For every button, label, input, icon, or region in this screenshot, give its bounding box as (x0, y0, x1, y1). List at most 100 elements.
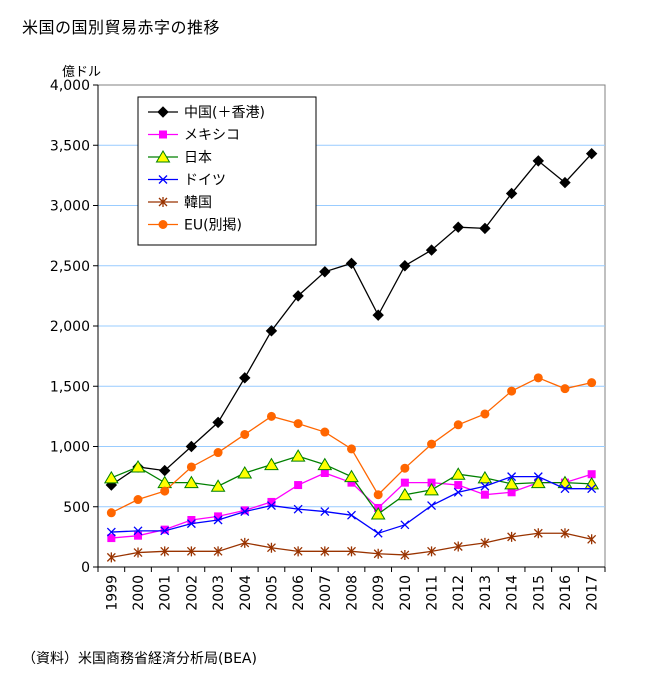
data-point (400, 463, 410, 473)
data-point (399, 260, 411, 272)
data-point (240, 507, 250, 517)
data-point (293, 504, 303, 514)
data-point (533, 528, 543, 539)
data-point (266, 501, 276, 511)
legend-label: ドイツ (184, 173, 226, 189)
series-5 (106, 373, 597, 518)
data-point (133, 526, 143, 536)
legend-marker (159, 130, 167, 139)
data-point (345, 257, 358, 270)
data-point (480, 481, 490, 491)
data-point (507, 472, 517, 482)
legend-label: 中国(＋香港) (184, 105, 265, 121)
data-point (453, 487, 463, 497)
series-3 (106, 472, 597, 538)
y-tick-label: 2,000 (50, 319, 90, 335)
x-tick-label: 2000 (131, 575, 147, 611)
data-point (133, 547, 143, 558)
data-point (559, 176, 571, 189)
data-point (400, 520, 410, 530)
data-point (103, 470, 119, 484)
y-axis: 0 500 1,000 1,500 2,000 2,500 3,000 3,500 4,000億… (50, 64, 101, 576)
x-tick-label: 2002 (184, 575, 200, 611)
x-tick-label: 2010 (398, 575, 414, 611)
data-point (533, 472, 543, 482)
legend-marker (158, 220, 168, 229)
x-tick-label: 2013 (478, 575, 494, 611)
x-tick-label: 1999 (104, 575, 120, 611)
data-point (186, 519, 196, 529)
data-point (106, 508, 116, 518)
series-4 (106, 528, 597, 563)
x-tick-label: 2007 (318, 575, 334, 611)
data-point (530, 475, 546, 489)
data-point (505, 187, 518, 200)
data-point (240, 537, 250, 548)
x-tick-label: 2003 (211, 575, 227, 611)
series-group (103, 147, 600, 563)
data-point (587, 470, 596, 479)
data-point (320, 507, 330, 517)
y-tick-label: 2,500 (50, 259, 90, 275)
data-point (450, 467, 466, 480)
data-point (507, 531, 517, 542)
data-point (106, 527, 116, 537)
data-point (400, 478, 409, 487)
data-point (424, 482, 439, 496)
data-point (290, 449, 306, 462)
data-point (184, 475, 199, 489)
x-tick-label: 2015 (531, 575, 547, 611)
data-point (159, 464, 171, 477)
y-tick-label: 4,000 (50, 78, 90, 94)
data-point (186, 546, 196, 557)
data-point (266, 411, 276, 421)
data-point (347, 510, 356, 520)
legend-label: メキシコ (184, 128, 240, 144)
legend-box (137, 96, 317, 246)
data-point (319, 266, 331, 278)
data-point (373, 528, 383, 538)
data-point (293, 546, 303, 557)
x-axis: 1999 2000 2001 2002 2003 2004 2005 2006 2007 2008… (97, 566, 606, 611)
data-point (294, 481, 303, 490)
x-tick-label: 2005 (264, 575, 280, 611)
data-point (317, 457, 333, 471)
data-point (373, 548, 383, 559)
data-point (265, 325, 278, 337)
legend-marker (155, 150, 171, 163)
data-point (320, 546, 330, 557)
data-point (292, 290, 304, 302)
data-point (266, 542, 276, 553)
page-title: 米国の国別貿易赤字の推移 (22, 18, 221, 37)
data-point (480, 490, 489, 499)
data-point (587, 378, 597, 388)
legend-marker (158, 197, 168, 207)
x-tick-label: 2014 (505, 575, 521, 611)
data-point (477, 470, 493, 484)
data-point (347, 444, 356, 454)
legend-entry: ドイツ (148, 173, 226, 189)
legend-label: 日本 (184, 150, 212, 166)
data-point (213, 448, 223, 458)
data-point (400, 549, 410, 560)
legend-entry: 韓国 (148, 195, 212, 211)
data-point (397, 487, 413, 501)
data-point (452, 221, 464, 233)
data-point (133, 495, 143, 505)
x-tick-label: 2006 (291, 575, 307, 611)
y-tick-label: 0 (81, 560, 90, 576)
data-point (344, 469, 359, 483)
data-point (239, 372, 251, 384)
legend-entry: 日本 (148, 150, 212, 166)
x-tick-label: 2001 (158, 575, 174, 611)
x-tick-label: 2004 (238, 575, 254, 611)
x-tick-label: 2009 (371, 575, 387, 611)
y-tick-label: 1,000 (50, 440, 90, 456)
data-point (320, 427, 330, 437)
legend-entry: 中国(＋香港) (148, 105, 265, 121)
data-point (160, 546, 170, 557)
data-point (107, 534, 116, 543)
data-point (185, 440, 198, 453)
legend-marker (158, 175, 168, 184)
data-point (320, 469, 329, 478)
